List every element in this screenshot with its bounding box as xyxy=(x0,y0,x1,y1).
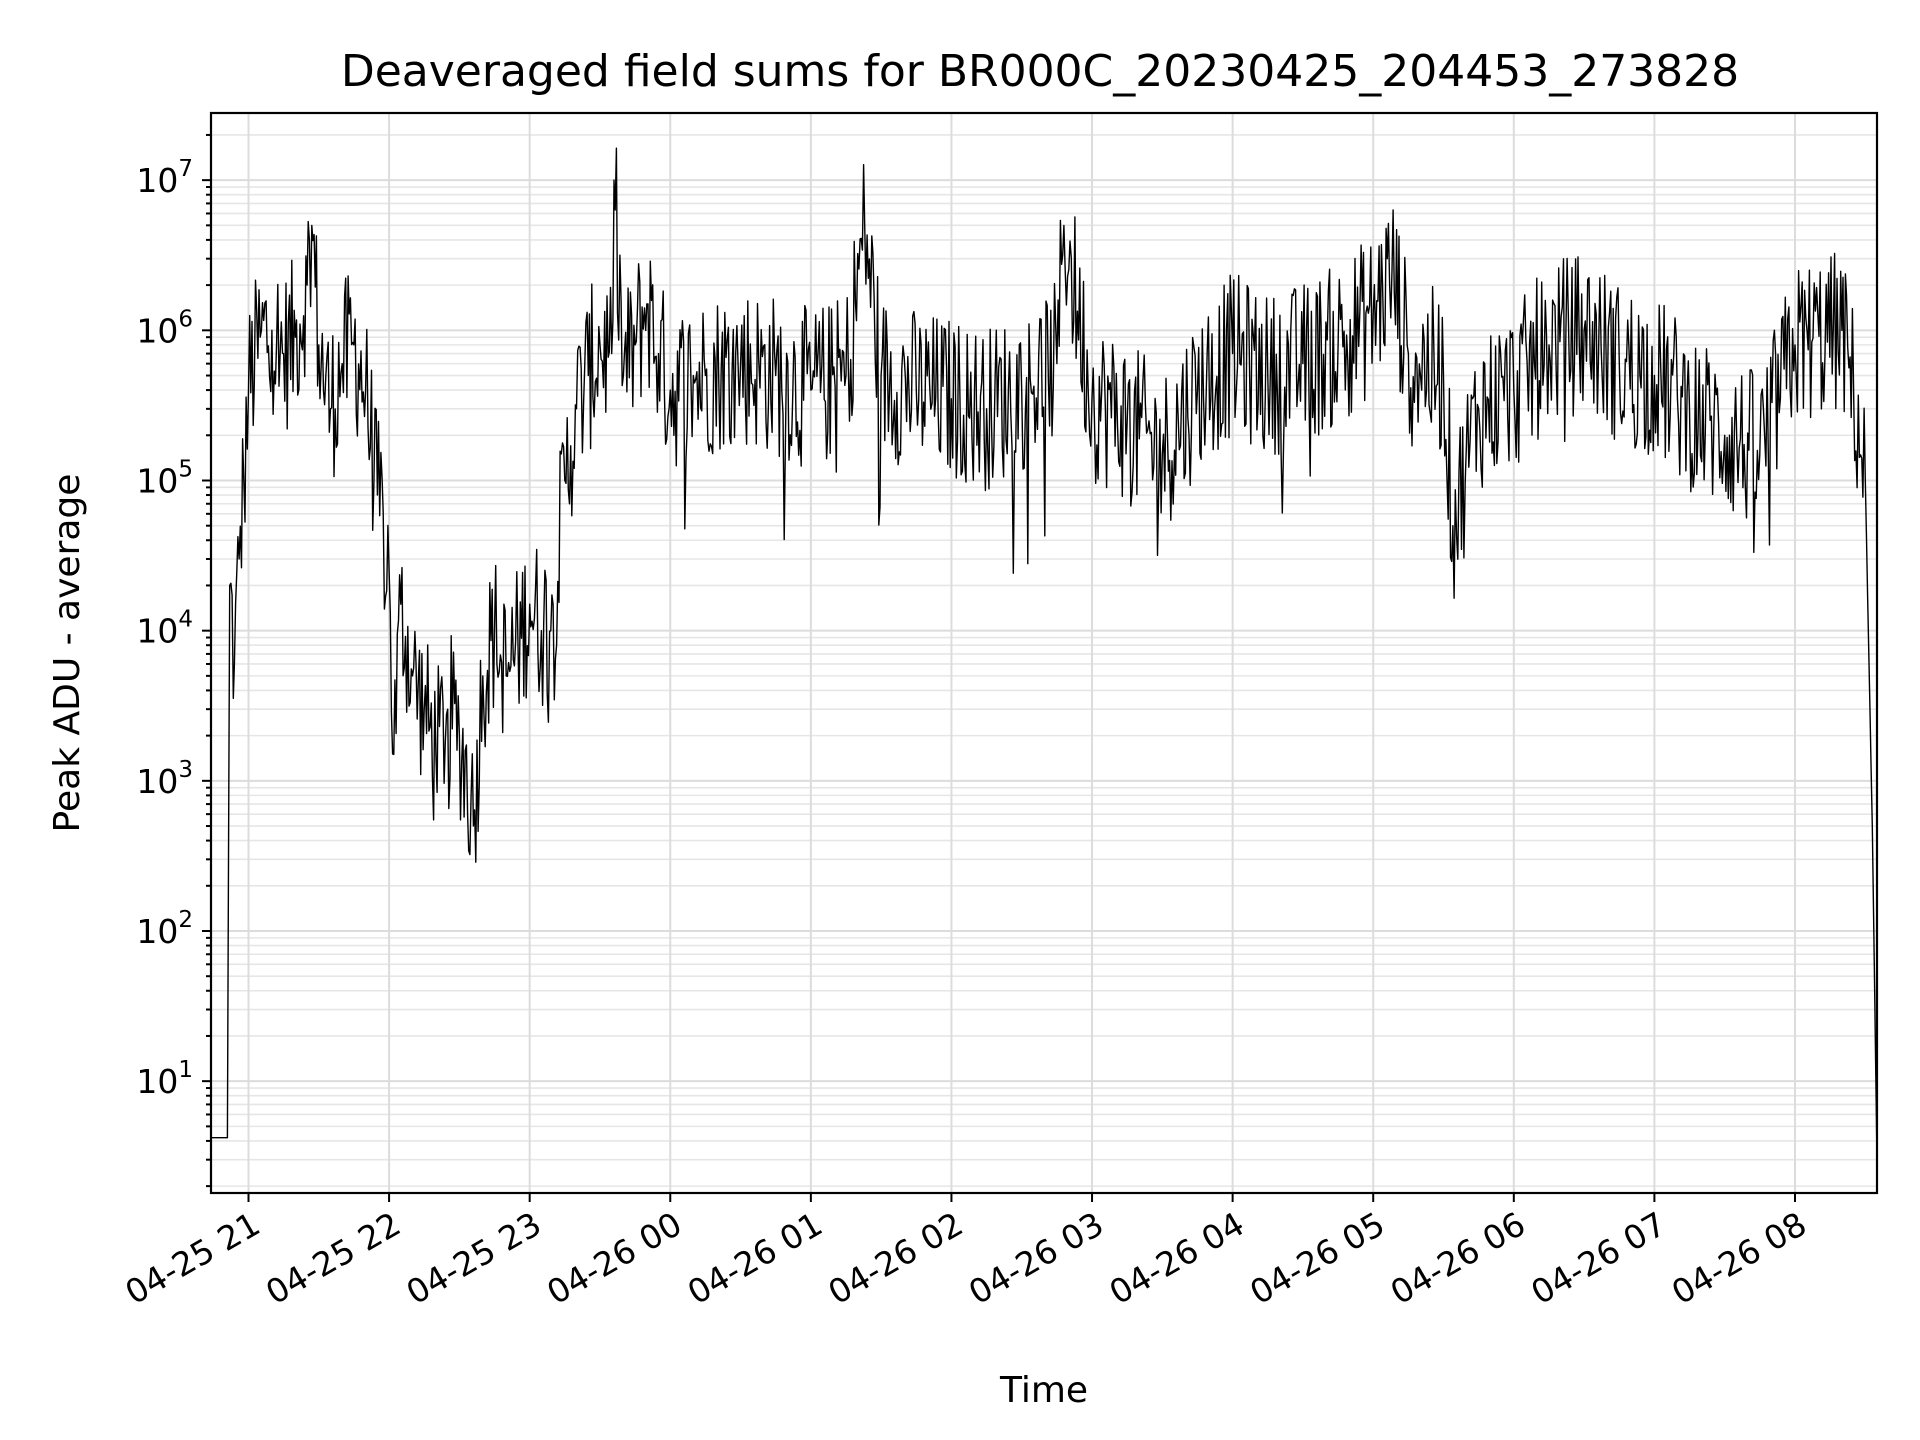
x-tick-label: 04-26 02 xyxy=(821,1204,969,1312)
x-tick-label: 04-25 21 xyxy=(118,1204,266,1312)
y-tick-label: 102 xyxy=(136,907,193,951)
series-layer xyxy=(211,147,1878,1160)
chart-title: Deaveraged field sums for BR000C_2023042… xyxy=(341,46,1739,97)
x-tick-label: 04-26 08 xyxy=(1665,1204,1813,1312)
x-tick-label: 04-25 22 xyxy=(259,1204,407,1312)
x-tick-label: 04-25 23 xyxy=(400,1204,548,1312)
y-tick-label: 107 xyxy=(136,156,193,200)
x-tick-label: 04-26 00 xyxy=(540,1204,688,1312)
y-tick-label: 104 xyxy=(136,607,193,651)
x-tick-label: 04-26 01 xyxy=(681,1204,829,1312)
x-tick-label: 04-26 06 xyxy=(1384,1204,1532,1312)
x-tick-label: 04-26 05 xyxy=(1243,1204,1391,1312)
series-line xyxy=(211,147,1878,1160)
y-tick-label: 103 xyxy=(136,757,193,801)
y-tick-label: 101 xyxy=(136,1057,193,1101)
x-tick-label: 04-26 03 xyxy=(962,1204,1110,1312)
x-axis-label: Time xyxy=(999,1370,1088,1411)
y-tick-label: 105 xyxy=(136,456,193,500)
y-axis-label: Peak ADU - average xyxy=(47,474,88,833)
y-tick-label: 106 xyxy=(136,306,193,350)
plot-frame xyxy=(209,111,1879,1195)
x-tick-label: 04-26 04 xyxy=(1103,1204,1251,1312)
x-tick-label: 04-26 07 xyxy=(1524,1204,1672,1312)
grid xyxy=(211,113,1877,1193)
